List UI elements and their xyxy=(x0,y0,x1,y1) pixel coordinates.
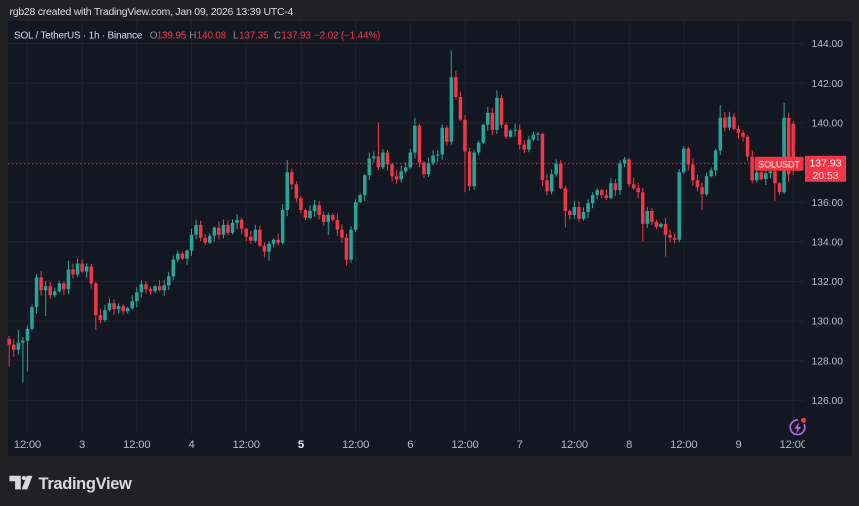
svg-text:140.00: 140.00 xyxy=(812,119,844,130)
svg-text:12:00: 12:00 xyxy=(123,439,150,451)
svg-text:142.00: 142.00 xyxy=(812,79,844,90)
svg-text:140.08: 140.08 xyxy=(197,30,227,41)
svg-text:SOLUSDT: SOLUSDT xyxy=(758,159,800,169)
svg-text:12:00: 12:00 xyxy=(451,439,478,451)
svg-text:12:00: 12:00 xyxy=(233,439,260,451)
svg-text:20:53: 20:53 xyxy=(812,170,838,182)
svg-text:137.93: 137.93 xyxy=(809,157,841,169)
svg-text:C: C xyxy=(274,30,281,41)
svg-text:137.93: 137.93 xyxy=(281,30,311,41)
svg-text:6: 6 xyxy=(407,439,413,451)
svg-text:H: H xyxy=(189,30,196,41)
svg-text:rgb28 created with TradingView: rgb28 created with TradingView.com, Jan … xyxy=(10,6,294,18)
svg-text:12:00: 12:00 xyxy=(342,439,369,451)
svg-text:139.95: 139.95 xyxy=(157,30,187,41)
svg-text:12:00: 12:00 xyxy=(14,439,41,451)
svg-text:8: 8 xyxy=(626,439,632,451)
svg-text:126.00: 126.00 xyxy=(812,396,844,407)
svg-text:130.00: 130.00 xyxy=(812,317,844,328)
svg-text:TradingView: TradingView xyxy=(39,475,133,493)
svg-text:5: 5 xyxy=(298,439,304,451)
svg-text:9: 9 xyxy=(735,439,741,451)
svg-text:137.35: 137.35 xyxy=(239,30,269,41)
svg-text:12:00: 12:00 xyxy=(780,439,807,451)
svg-text:7: 7 xyxy=(517,439,523,451)
svg-text:4: 4 xyxy=(188,439,194,451)
svg-text:12:00: 12:00 xyxy=(561,439,588,451)
svg-text:3: 3 xyxy=(79,439,85,451)
svg-text:SOL / TetherUS · 1h · Binance: SOL / TetherUS · 1h · Binance xyxy=(14,30,143,41)
svg-text:12:00: 12:00 xyxy=(670,439,697,451)
svg-text:134.00: 134.00 xyxy=(812,237,844,248)
svg-text:L: L xyxy=(233,30,239,41)
svg-text:136.00: 136.00 xyxy=(812,198,844,209)
svg-text:144.00: 144.00 xyxy=(812,39,844,50)
svg-text:132.00: 132.00 xyxy=(812,277,844,288)
svg-text:O: O xyxy=(150,30,158,41)
svg-text:128.00: 128.00 xyxy=(812,356,844,367)
svg-text:−2.02 (−1.44%): −2.02 (−1.44%) xyxy=(314,30,380,41)
